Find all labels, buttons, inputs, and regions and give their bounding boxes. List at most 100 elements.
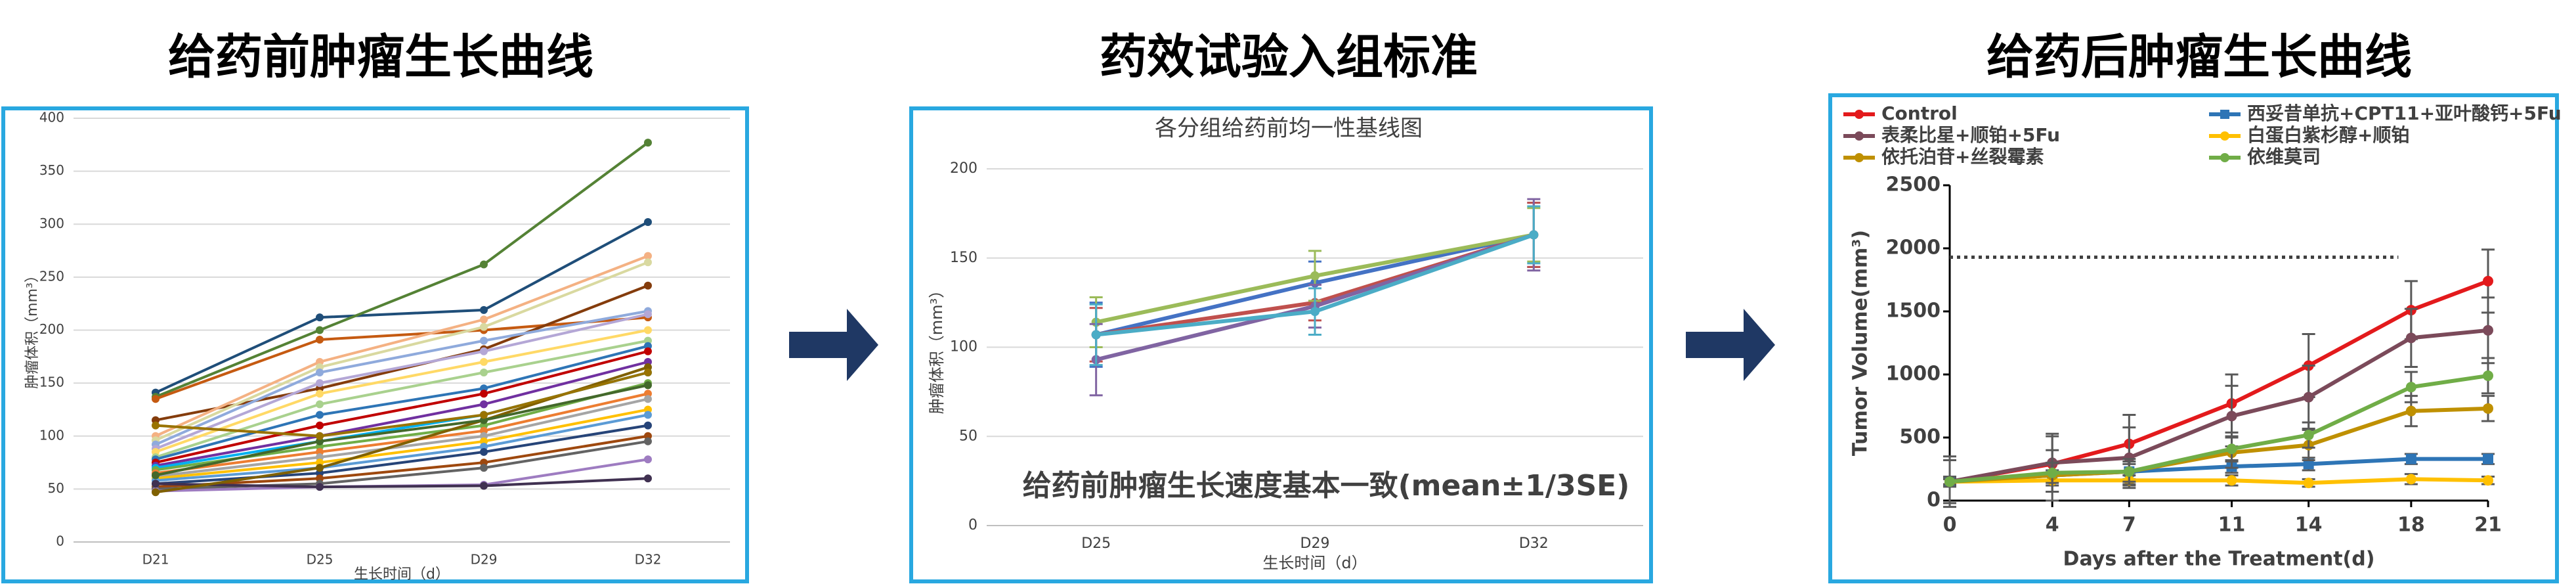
- legend-label: 白蛋白紫杉醇+顺铂: [2247, 124, 2409, 146]
- marker: [2483, 275, 2493, 286]
- marker: [2405, 382, 2416, 393]
- marker: [1310, 307, 1320, 317]
- marker: [2483, 453, 2493, 464]
- series-line: [155, 344, 649, 461]
- marker: [1091, 330, 1101, 340]
- y-tick-label: 100: [950, 339, 977, 355]
- marker: [644, 474, 652, 483]
- marker: [2303, 430, 2314, 441]
- marker: [152, 395, 160, 403]
- marker: [480, 400, 488, 409]
- marker: [2047, 467, 2058, 478]
- arrow: [1686, 309, 1775, 381]
- marker: [316, 483, 324, 491]
- x-tick-label: D25: [307, 552, 333, 568]
- y-tick-label: 50: [959, 428, 977, 444]
- y-tick-label: 0: [56, 533, 64, 549]
- y-axis-label: 肿瘤体积（mm³）: [928, 282, 946, 414]
- legend-label: 依维莫司: [2247, 146, 2321, 168]
- marker: [316, 400, 324, 409]
- y-tick-label: 350: [39, 162, 64, 178]
- y-tick-label: 1000: [1886, 363, 1941, 386]
- series-line: [155, 221, 649, 394]
- marker: [1310, 271, 1320, 281]
- x-axis-label: 生长时间（d）: [1262, 554, 1367, 572]
- y-tick-label: 2000: [1886, 237, 1941, 259]
- marker: [2405, 453, 2416, 464]
- marker: [2405, 405, 2416, 417]
- y-tick-label: 0: [1927, 489, 1941, 512]
- marker: [480, 447, 488, 456]
- series-line: [155, 309, 649, 446]
- y-axis-label: 肿瘤体积（mm³）: [24, 268, 41, 389]
- marker: [644, 395, 652, 403]
- marker: [2220, 153, 2229, 162]
- x-tick-label: 21: [2474, 514, 2502, 537]
- marker: [2220, 131, 2229, 141]
- series-line: [155, 371, 649, 438]
- marker: [2226, 475, 2237, 486]
- series-line: [155, 413, 649, 482]
- marker: [1944, 476, 1955, 487]
- marker: [1855, 131, 1864, 141]
- marker: [480, 464, 488, 472]
- y-tick-label: 250: [39, 268, 64, 284]
- marker: [480, 305, 488, 314]
- series-line: [155, 477, 649, 489]
- marker: [2226, 411, 2237, 422]
- arrow: [789, 309, 878, 381]
- panel-heading: 给药前肿瘤生长曲线: [168, 30, 593, 85]
- series-line: [155, 360, 649, 467]
- marker: [480, 390, 488, 398]
- panel-heading: 药效试验入组标准: [1100, 30, 1478, 85]
- y-tick-label: 300: [39, 215, 64, 231]
- series-line: [155, 254, 649, 438]
- marker: [2483, 475, 2493, 486]
- panel-heading: 给药后肿瘤生长曲线: [1986, 30, 2412, 85]
- marker: [644, 258, 652, 267]
- y-tick-label: 1500: [1886, 300, 1941, 323]
- x-tick-label: 14: [2295, 514, 2323, 537]
- marker: [644, 381, 652, 390]
- y-tick-label: 2500: [1886, 173, 1941, 196]
- marker: [152, 421, 160, 430]
- marker: [644, 411, 652, 419]
- marker: [644, 139, 652, 147]
- panel-frame: [1, 106, 749, 583]
- y-tick-label: 150: [950, 250, 977, 266]
- series-line: [155, 384, 649, 477]
- marker: [480, 482, 488, 490]
- marker: [480, 336, 488, 345]
- marker: [2124, 466, 2135, 477]
- legend-label: 表柔比星+顺铂+5Fu: [1881, 124, 2060, 146]
- series-line: [155, 424, 649, 485]
- marker: [644, 281, 652, 290]
- series-line: [155, 397, 649, 478]
- x-tick-label: 0: [1943, 514, 1957, 537]
- series-line: [155, 313, 649, 450]
- marker: [152, 471, 160, 480]
- legend-label: 西妥昔单抗+CPT11+亚叶酸钙+5Fu: [2247, 102, 2562, 124]
- marker: [2483, 370, 2493, 381]
- marker: [316, 326, 324, 334]
- x-axis-label: 生长时间（d）: [354, 566, 450, 583]
- y-tick-label: 200: [39, 321, 64, 337]
- legend-label: Control: [1881, 102, 1958, 124]
- marker: [316, 369, 324, 376]
- series-line: [155, 316, 649, 401]
- x-tick-label: 11: [2218, 514, 2246, 537]
- marker: [480, 260, 488, 269]
- marker: [316, 313, 324, 322]
- marker: [152, 488, 160, 497]
- series-line: [155, 141, 649, 398]
- y-tick-label: 50: [48, 480, 64, 496]
- marker: [480, 369, 488, 376]
- x-tick-label: 7: [2122, 514, 2136, 537]
- y-axis-label: Tumor Volume(mm³): [1849, 230, 1872, 456]
- series-line: [155, 392, 649, 475]
- marker: [2220, 110, 2229, 119]
- marker: [480, 357, 488, 366]
- marker: [480, 347, 488, 355]
- marker: [2124, 452, 2135, 463]
